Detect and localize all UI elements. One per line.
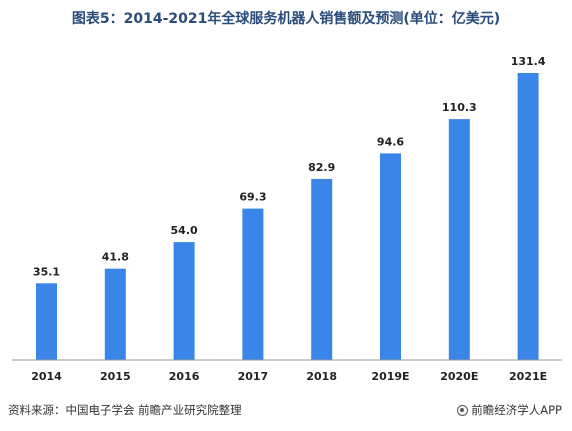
brand-text: 前瞻经济学人APP [471, 403, 562, 417]
bar-2018 [311, 178, 333, 360]
brand-logo-icon [457, 404, 469, 416]
x-tick-labels-group: 2014 2015 2016 2017 2018 2019E 2020E 2021E [31, 370, 547, 383]
bar-2017 [242, 208, 264, 360]
x-tick-label-2020E: 2020E [440, 370, 478, 383]
x-tick-label-2021E: 2021E [509, 370, 547, 383]
value-label-2017: 69.3 [239, 191, 266, 204]
x-tick-label-2014: 2014 [31, 370, 62, 383]
value-label-2021E: 131.4 [511, 55, 546, 68]
x-tick-label-2016: 2016 [169, 370, 200, 383]
value-labels-group: 35.1 41.8 54.0 69.3 82.9 94.6 110.3 131.4 [33, 55, 546, 278]
bar-2016 [173, 242, 195, 360]
bar-2020E [448, 119, 470, 360]
bar-2021E [517, 73, 539, 360]
bar-2019E [380, 153, 401, 360]
value-label-2014: 35.1 [33, 265, 60, 278]
x-tick-label-2019E: 2019E [371, 370, 409, 383]
source-note: 资料来源：中国电子学会 前瞻产业研究院整理 [8, 403, 242, 417]
chart-title: 图表5：2014-2021年全球服务机器人销售额及预测(单位：亿美元) [71, 11, 501, 27]
bars-group [36, 73, 539, 360]
value-label-2018: 82.9 [308, 161, 335, 174]
value-label-2020E: 110.3 [442, 101, 477, 114]
bar-2014 [36, 283, 57, 360]
x-tick-label-2018: 2018 [306, 370, 337, 383]
value-label-2016: 54.0 [171, 224, 198, 237]
value-label-2019E: 94.6 [377, 135, 404, 148]
bar-2015 [104, 268, 126, 360]
x-tick-label-2015: 2015 [100, 370, 131, 383]
brand-badge: 前瞻经济学人APP [457, 402, 562, 418]
value-label-2015: 41.8 [102, 251, 129, 264]
x-tick-label-2017: 2017 [238, 370, 269, 383]
